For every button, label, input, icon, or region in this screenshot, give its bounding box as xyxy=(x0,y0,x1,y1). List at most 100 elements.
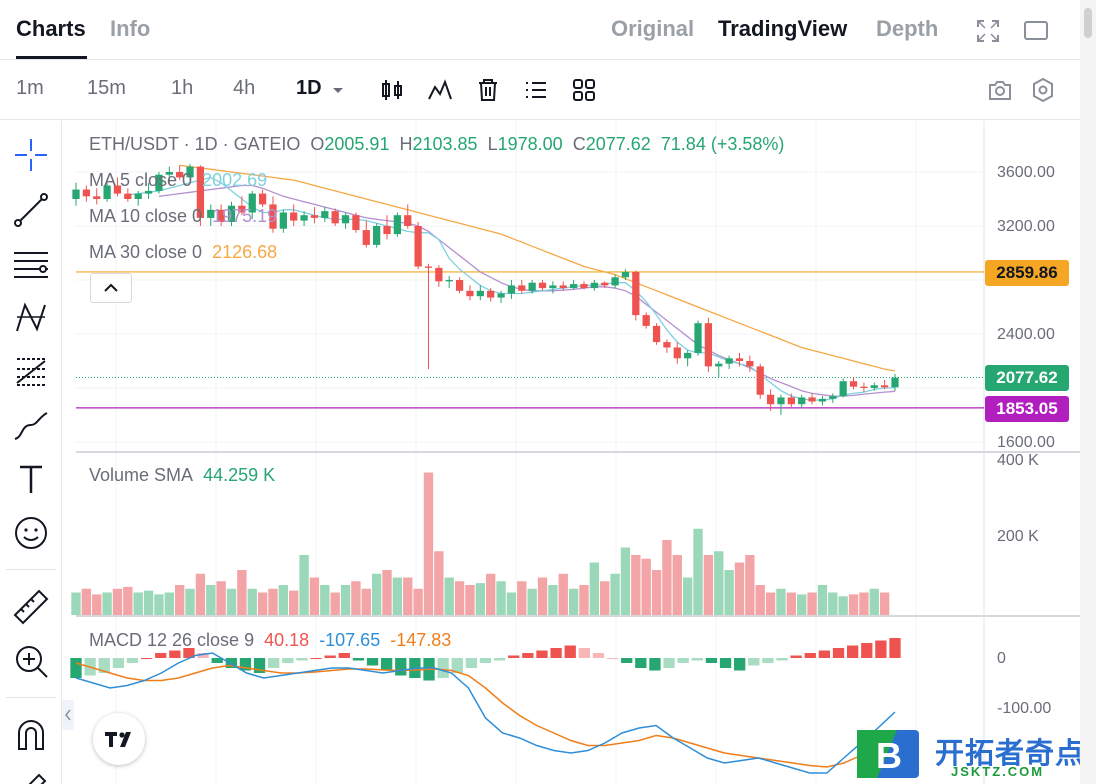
candle-body xyxy=(186,166,194,178)
fib-icon[interactable] xyxy=(11,351,51,391)
macd-histogram-bar xyxy=(479,658,492,663)
candle-body xyxy=(621,271,630,278)
text-icon[interactable] xyxy=(11,459,51,499)
candle-body xyxy=(528,282,536,291)
emoji-icon[interactable] xyxy=(11,513,51,553)
volume-bar xyxy=(257,592,268,615)
volume-bar xyxy=(755,585,765,615)
tab-charts[interactable]: Charts xyxy=(16,16,86,41)
ma30-label: MA 30 close 0 xyxy=(89,242,203,262)
volume-bar xyxy=(506,592,517,615)
volume-bar xyxy=(174,585,185,615)
window-icon[interactable] xyxy=(1023,18,1049,44)
site-watermark: B 开拓者奇点 JSKTZ.COM xyxy=(855,728,1096,784)
candles-icon[interactable] xyxy=(379,77,405,103)
candle-body xyxy=(487,290,495,298)
candle-body xyxy=(642,315,650,326)
pencil-icon[interactable] xyxy=(11,767,51,784)
pattern-icon[interactable] xyxy=(11,297,51,337)
scrollbar-thumb[interactable] xyxy=(1084,8,1092,38)
fullscreen-icon[interactable] xyxy=(975,18,1001,44)
candle-body xyxy=(207,209,215,218)
price-chart[interactable] xyxy=(62,121,1080,784)
candle-body xyxy=(290,212,298,221)
candle-body xyxy=(227,205,236,222)
macd-histogram-bar xyxy=(352,658,365,661)
macd-hist-value: 40.18 xyxy=(264,630,310,650)
timeframe-1d[interactable]: 1D xyxy=(296,77,322,99)
candle-body xyxy=(310,215,319,218)
camera-icon[interactable] xyxy=(987,77,1013,103)
object-tree-icon[interactable] xyxy=(523,77,549,103)
macd-histogram-bar xyxy=(621,658,633,663)
candle-body xyxy=(860,386,868,388)
timeframe-dropdown-icon[interactable] xyxy=(330,82,346,98)
candle-body xyxy=(404,215,412,226)
panel-collapse-handle[interactable] xyxy=(62,700,74,730)
candle-body xyxy=(300,215,308,221)
settings-icon[interactable] xyxy=(1030,77,1056,103)
brush-icon[interactable] xyxy=(11,405,51,445)
magnet-icon[interactable] xyxy=(11,715,51,755)
trend-line-icon[interactable] xyxy=(11,189,51,229)
view-depth[interactable]: Depth xyxy=(876,16,939,41)
macd-histogram-bar xyxy=(804,653,816,658)
watermark-subtitle: JSKTZ.COM xyxy=(951,764,1045,779)
macd-histogram-bar xyxy=(564,645,576,658)
tab-info[interactable]: Info xyxy=(110,16,151,41)
volume-bar xyxy=(154,594,164,615)
macd-histogram-bar xyxy=(70,658,82,678)
candle-body xyxy=(435,267,443,282)
candle-body xyxy=(829,396,837,399)
ruler-icon[interactable] xyxy=(11,587,51,627)
candle-body xyxy=(787,397,795,405)
ma5-value: 2002.69 xyxy=(202,170,268,190)
volume-bar xyxy=(392,577,403,615)
volume-bar xyxy=(423,472,434,615)
timeframe-15m[interactable]: 15m xyxy=(87,77,126,99)
candle-body xyxy=(839,381,847,397)
volume-bar xyxy=(879,592,890,615)
trash-icon[interactable] xyxy=(475,77,501,103)
volume-bar xyxy=(828,592,838,615)
candle-body xyxy=(632,271,640,316)
volume-bar xyxy=(185,588,195,615)
candle-body xyxy=(321,211,329,218)
change-value: 71.84 (+3.58%) xyxy=(660,134,785,154)
volume-bar xyxy=(71,592,81,615)
volume-bar xyxy=(859,592,869,615)
macd-label: MACD 12 26 close 9 xyxy=(89,630,255,650)
timeframe-1h[interactable]: 1h xyxy=(171,77,194,99)
tradingview-logo[interactable] xyxy=(93,713,145,765)
timeframe-1m[interactable]: 1m xyxy=(16,77,44,99)
volume-bar xyxy=(206,585,216,615)
view-original[interactable]: Original xyxy=(611,16,695,41)
indicators-icon[interactable] xyxy=(427,77,453,103)
volume-value: 44.259 K xyxy=(203,465,276,485)
page-scrollbar[interactable] xyxy=(1080,0,1096,784)
volume-bar xyxy=(869,588,879,615)
volume-bar xyxy=(133,592,143,615)
crosshair-icon[interactable] xyxy=(11,135,51,175)
candle-body xyxy=(497,293,505,298)
volume-bar xyxy=(216,581,226,615)
timeframe-4h[interactable]: 4h xyxy=(233,77,256,99)
close-value: 2077.62 xyxy=(585,134,651,154)
layout-icon[interactable] xyxy=(571,77,597,103)
volume-bar xyxy=(797,594,807,615)
volume-bar xyxy=(226,588,237,615)
macd-histogram-bar xyxy=(776,658,788,661)
candle-body xyxy=(590,282,598,289)
volume-bar xyxy=(807,592,817,615)
candle-body xyxy=(580,284,588,289)
macd-histogram-bar xyxy=(282,658,294,663)
macd-histogram-bar xyxy=(734,658,746,671)
volume-bar xyxy=(164,592,174,615)
zoom-in-icon[interactable] xyxy=(11,641,51,681)
collapse-legend-button[interactable] xyxy=(90,273,132,303)
view-tradingview[interactable]: TradingView xyxy=(718,16,848,41)
volume-bar xyxy=(672,555,682,615)
horizontal-lines-icon[interactable] xyxy=(11,243,51,283)
macd-histogram-bar xyxy=(98,658,110,673)
volume-bar xyxy=(693,528,703,615)
